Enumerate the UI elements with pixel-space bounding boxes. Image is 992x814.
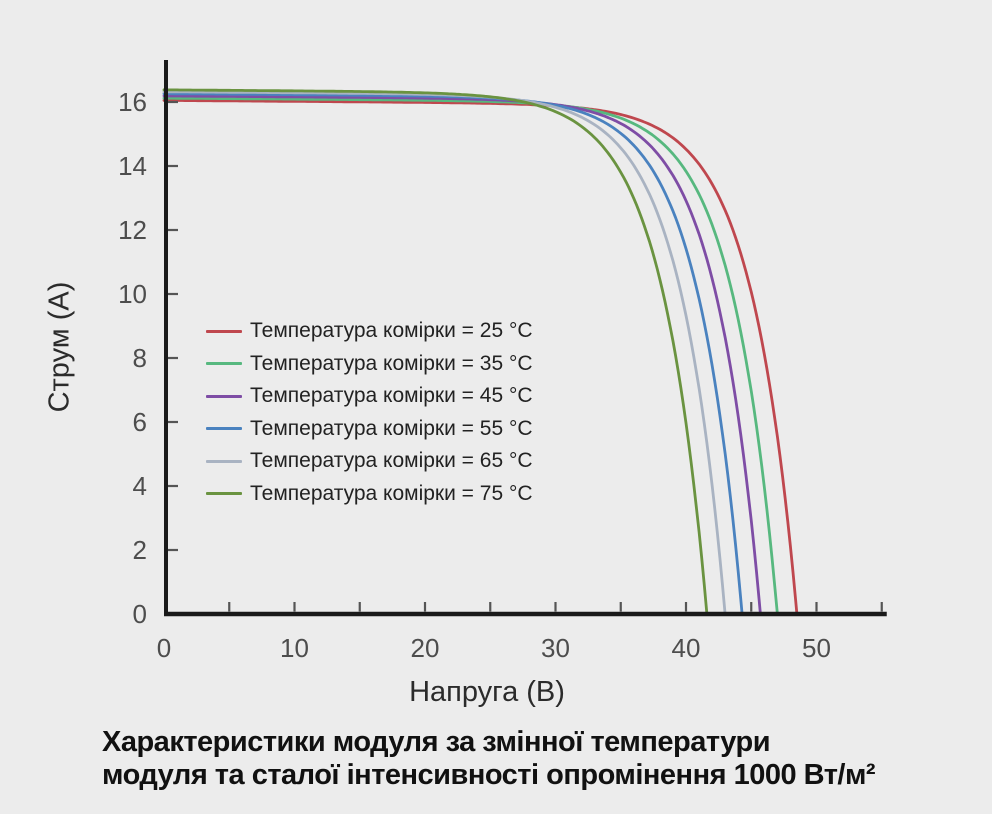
legend-item-1: Температура комірки = 35 °C [206,348,533,381]
legend-swatch-line [206,394,242,398]
y-tick-label: 14 [118,151,147,181]
y-tick-label: 6 [133,407,147,437]
legend-label: Температура комірки = 35 °C [250,351,533,375]
legend-item-3: Температура комірки = 55 °C [206,413,533,446]
x-tick-label: 20 [411,633,440,663]
legend: Температура комірки = 25 °C Температура к… [206,315,533,510]
x-tick-label: 30 [541,633,570,663]
y-axis-label: Струм (А) [43,281,76,413]
x-tick-label: 0 [157,633,171,663]
legend-label: Температура комірки = 55 °C [250,416,533,440]
legend-label: Температура комірки = 75 °C [250,481,533,505]
y-tick-label: 2 [133,535,147,565]
x-tick-label: 40 [672,633,701,663]
y-tick-label: 16 [118,87,147,117]
series-curve-1 [162,96,779,616]
caption-line-1: Характеристики модуля за змінної темпера… [102,726,771,758]
y-tick-label: 10 [118,279,147,309]
x-tick-label: 50 [802,633,831,663]
legend-item-5: Температура комірки = 75 °C [206,478,533,511]
legend-label: Температура комірки = 65 °C [250,449,533,473]
x-axis-label: Напруга (В) [409,676,565,708]
legend-swatch-line [206,329,242,333]
legend-item-2: Температура комірки = 45 °C [206,380,533,413]
legend-swatch-line [206,459,242,463]
y-tick-label: 12 [118,215,147,245]
legend-label: Температура комірки = 45 °C [250,384,533,408]
x-tick-label: 10 [280,633,309,663]
legend-swatch-line [206,362,242,366]
series-curve-0 [162,99,799,616]
y-tick-label: 8 [133,343,147,373]
series-curve-5 [162,88,709,616]
y-tick-label: 0 [133,599,147,629]
legend-label: Температура комірки = 25 °C [250,319,533,343]
legend-item-0: Температура комірки = 25 °C [206,315,533,348]
figure-caption: Характеристики модуля за змінної темпера… [102,726,876,792]
series-curve-2 [162,94,762,616]
legend-swatch-line [206,427,242,431]
caption-line-2: модуля та сталої інтенсивності опромінен… [102,759,876,791]
y-tick-label: 4 [133,471,147,501]
legend-swatch-line [206,492,242,496]
legend-item-4: Температура комірки = 65 °C [206,445,533,478]
